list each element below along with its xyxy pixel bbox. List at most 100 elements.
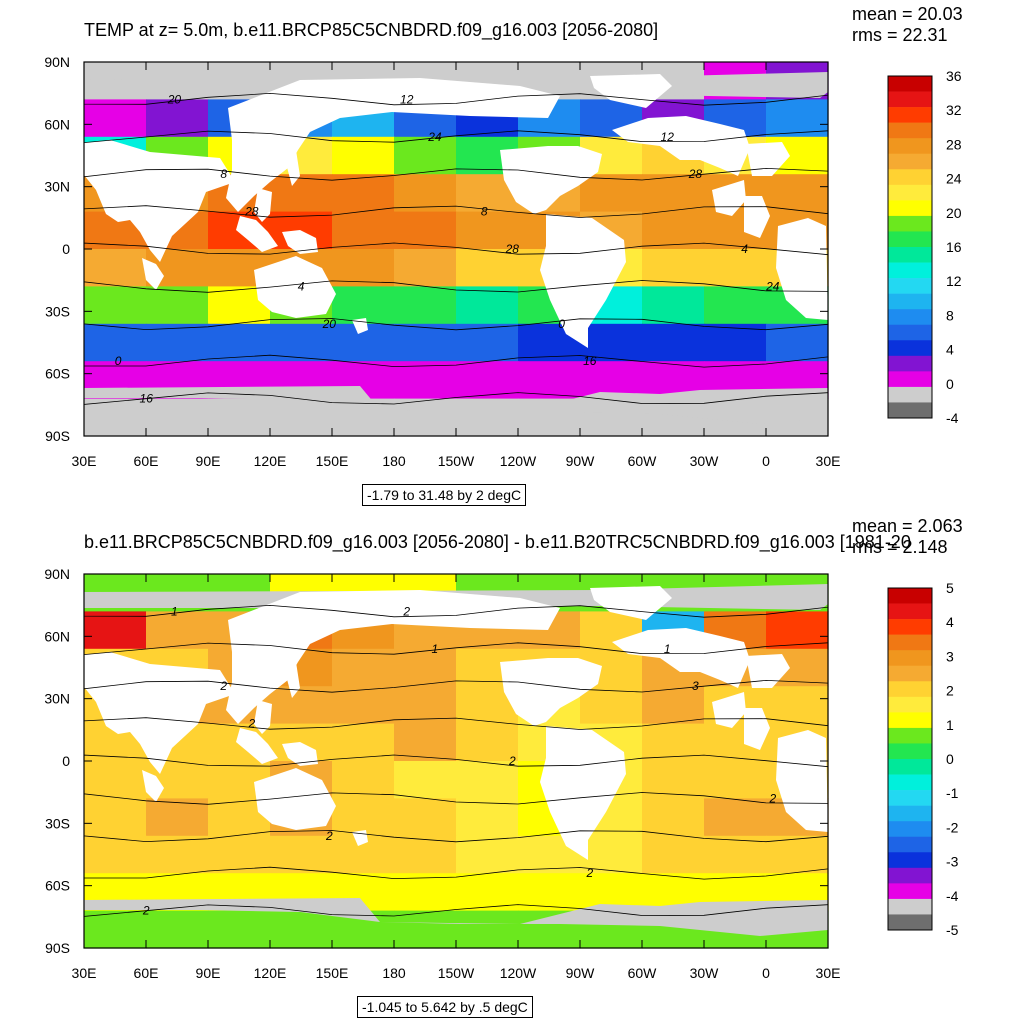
contour-line (83, 280, 829, 293)
y-tick-label: 90S (45, 428, 70, 444)
data-cell (146, 611, 209, 650)
data-cell (84, 323, 147, 362)
colorbar-label: 4 (946, 342, 954, 358)
x-tick-label: 150E (316, 453, 349, 469)
data-cell (270, 398, 333, 437)
y-tick-label: 0 (62, 241, 70, 257)
colorbar-label: 20 (946, 205, 962, 221)
contour-line (83, 792, 829, 805)
y-tick-label: 60S (45, 878, 70, 894)
data-cell (332, 723, 395, 762)
contour-line (83, 830, 829, 843)
land-mask (500, 146, 602, 214)
land-mask (64, 652, 235, 774)
data-cell (394, 249, 457, 287)
data-cell (84, 611, 147, 650)
contour-info-box: -1.045 to 5.642 by .5 degC (357, 996, 533, 1018)
data-cell (146, 798, 209, 837)
colorbar-swatch (888, 215, 932, 232)
colorbar-swatch (888, 665, 932, 682)
contour-label: 1 (664, 642, 671, 656)
colorbar-swatch (888, 262, 932, 279)
contour-line (83, 904, 829, 917)
x-tick-label: 150E (316, 965, 349, 981)
data-cell (642, 286, 705, 325)
data-cell (642, 798, 705, 837)
colorbar-swatch (888, 247, 932, 263)
colorbar-frame (887, 75, 933, 419)
colorbar-swatch (888, 836, 932, 853)
x-tick-label: 150W (438, 453, 475, 469)
data-cell (766, 174, 829, 213)
colorbar-swatch (888, 603, 932, 620)
x-tick-label: 0 (762, 453, 770, 469)
data-cell (332, 249, 395, 287)
colorbar: 5 4 3 2 1 0 -1 -2 -3 -4 -5 (887, 580, 959, 938)
x-tick-label: 90E (196, 453, 221, 469)
data-cell (642, 323, 705, 362)
contour-line (83, 604, 829, 618)
contour-label: 1 (432, 642, 439, 656)
contour-label: 0 (558, 317, 565, 331)
land-mask (282, 742, 318, 766)
data-cell (84, 249, 147, 287)
land-mask (254, 256, 336, 318)
colorbar-swatch (888, 619, 932, 635)
contour-line (83, 242, 829, 256)
colorbar-swatch (888, 634, 932, 651)
colorbar-label: -3 (946, 854, 959, 870)
land-mask (254, 768, 336, 830)
y-tick-label: 90S (45, 940, 70, 956)
contour-label: 24 (765, 279, 780, 293)
data-cell (704, 249, 767, 287)
colorbar: 36 32 28 24 20 16 12 8 4 0 -4 (887, 68, 962, 426)
colorbar-swatch (888, 852, 932, 869)
data-cell (146, 835, 209, 874)
contour-label: 8 (220, 167, 227, 181)
panel-surface-temperature: 20 24 28 28 28 24 20 16 16 12 12 8 8 4 4 0 0 30E 60E 90E 120… (44, 4, 963, 506)
data-cell (84, 798, 147, 837)
land-mask (612, 116, 750, 176)
x-tick-label: 120W (500, 965, 537, 981)
x-tick-label: 120E (254, 965, 287, 981)
data-cell (456, 323, 519, 362)
difference-map-plot: 1 1 3 2 2 2 2 2 2 2 1 2 30E 60E 90E 120E 150E 180 150W 120W… (44, 566, 959, 981)
colorbar-swatch (888, 340, 932, 357)
data-cell (394, 211, 457, 250)
data-cell (394, 873, 457, 912)
colorbar-swatch (888, 324, 932, 341)
land-mask (612, 628, 750, 688)
land-mask (590, 586, 672, 620)
colorbar-swatch (888, 371, 932, 388)
x-tick-label: 180 (382, 965, 406, 981)
colorbar-swatch (888, 588, 932, 604)
contour-label: 12 (661, 130, 675, 144)
rms-stat: rms = 22.31 (852, 25, 948, 45)
data-cell (456, 873, 519, 912)
data-cell (146, 99, 209, 138)
x-tick-label: 90W (566, 965, 596, 981)
land-mask (226, 590, 560, 724)
contour-label: 12 (400, 92, 414, 106)
data-cell (84, 761, 147, 799)
colorbar-label: 0 (946, 751, 954, 767)
data-cell (704, 323, 767, 362)
contour-line (83, 318, 829, 331)
data-cell (394, 723, 457, 762)
colorbar-swatch (888, 91, 932, 108)
data-cell (456, 211, 519, 250)
data-cell (456, 286, 519, 325)
colorbar-swatch (888, 790, 932, 806)
data-cell (84, 398, 147, 437)
colorbar-label: 16 (946, 239, 962, 255)
colorbar-swatch (888, 743, 932, 760)
contour-line (83, 354, 829, 368)
y-tick-label: 60N (44, 116, 70, 132)
colorbar-swatch (888, 914, 932, 931)
x-tick-label: 30W (690, 965, 720, 981)
mean-stat: mean = 2.063 (852, 516, 963, 536)
data-cell (394, 648, 457, 687)
data-cell (704, 761, 767, 799)
contour-label: 3 (692, 679, 699, 693)
